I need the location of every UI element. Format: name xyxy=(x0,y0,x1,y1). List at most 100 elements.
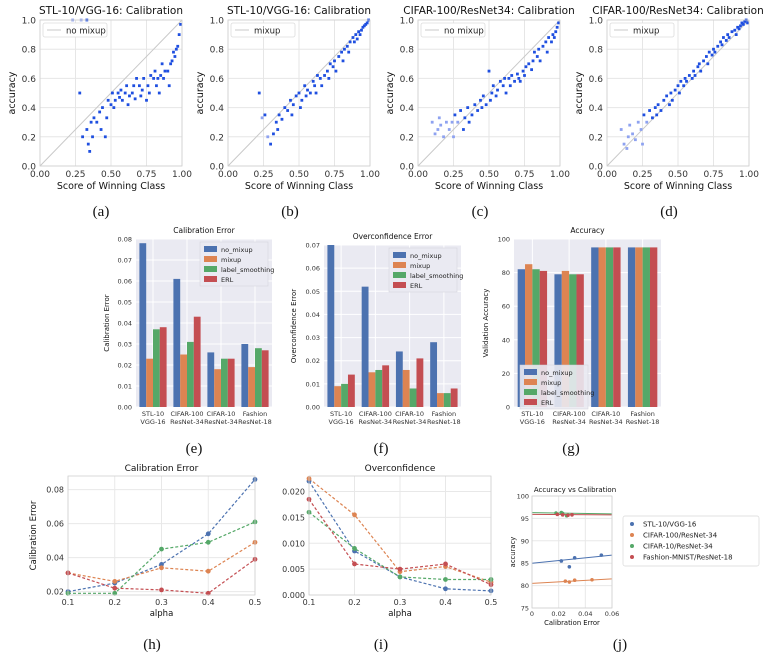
scatter-point xyxy=(678,92,681,95)
legend-label: mixup xyxy=(221,256,241,264)
scatter-point xyxy=(159,74,162,77)
scatter-point xyxy=(357,30,360,33)
scatter-point xyxy=(705,55,708,58)
scatter-point xyxy=(468,121,471,124)
scatter-point xyxy=(634,138,637,141)
legend-marker xyxy=(630,555,634,559)
y-tick-label: 0.2 xyxy=(589,133,603,143)
scatter-point xyxy=(152,77,155,80)
scatter-point xyxy=(688,74,691,77)
y-tick-label: 75 xyxy=(521,605,529,613)
legend-label: ERL xyxy=(221,276,234,284)
scatter-point xyxy=(283,106,286,109)
scatter-point xyxy=(481,106,484,109)
scatter-point xyxy=(547,36,550,39)
scatter-point xyxy=(327,77,330,80)
x-tick-label: 0.25 xyxy=(443,170,463,180)
scatter-point xyxy=(439,124,442,127)
bar xyxy=(382,365,389,407)
y-tick-label: 0.4 xyxy=(400,104,415,114)
scatter-point xyxy=(552,33,555,36)
x-tick-label: ResNet-34 xyxy=(204,418,238,426)
scatter-point xyxy=(643,114,646,117)
chart-title: STL-10/VGG-16: Calibration xyxy=(227,5,371,17)
scatter-point xyxy=(323,74,326,77)
y-tick-label: 0.02 xyxy=(118,362,132,370)
x-tick-label: ResNet-18 xyxy=(427,418,461,426)
series-point xyxy=(159,565,164,570)
legend-swatch xyxy=(393,272,406,278)
scatter-point xyxy=(625,147,628,150)
scatter-point xyxy=(166,70,169,73)
scatter-point xyxy=(561,513,565,517)
scatter-point xyxy=(662,99,665,102)
y-tick-label: 0.04 xyxy=(118,320,132,328)
scatter-point xyxy=(111,92,114,95)
scatter-point xyxy=(645,121,648,124)
x-tick-label: Fashion xyxy=(432,410,457,418)
x-tick-label: CIFAR-100 xyxy=(170,410,203,418)
legend-label: mixup xyxy=(541,379,561,387)
x-tick-label: CIFAR-10 xyxy=(207,410,236,418)
x-tick-label: 0 xyxy=(530,610,534,618)
x-tick-label: 0.00 xyxy=(597,170,617,180)
y-tick-label: 0.02 xyxy=(306,357,320,365)
x-tick-label: 1.00 xyxy=(172,170,192,180)
scatter-point xyxy=(679,80,682,83)
bar xyxy=(153,329,160,407)
scatter-point xyxy=(564,579,568,583)
scatter-point xyxy=(682,84,685,87)
y-axis-label: accuracy xyxy=(7,71,18,114)
scatter-point xyxy=(537,48,540,51)
scatter-point xyxy=(179,23,182,26)
panel-label-a: (a) xyxy=(93,204,110,220)
scatter-point xyxy=(722,36,725,39)
scatter-point xyxy=(627,135,630,138)
y-axis-label: accuracy xyxy=(509,537,517,568)
scatter-point xyxy=(516,73,519,76)
scatter-point xyxy=(107,99,110,102)
y-tick-label: 0.01 xyxy=(118,383,132,391)
scatter-point xyxy=(719,41,722,44)
x-axis-label: Score of Winning Class xyxy=(624,181,732,192)
scatter-point xyxy=(655,114,658,117)
scatter-point xyxy=(104,135,107,138)
scatter-point xyxy=(78,92,81,95)
bar xyxy=(410,388,417,407)
scatter-point xyxy=(316,74,319,77)
y-tick-label: 0.03 xyxy=(118,341,132,349)
scatter-point xyxy=(691,77,694,80)
scatter-point xyxy=(289,99,292,102)
scatter-point xyxy=(161,62,164,65)
scatter-point xyxy=(172,51,175,54)
chart-title: Overconfidence xyxy=(365,464,436,474)
y-tick-label: 0.8 xyxy=(400,46,415,56)
legend-label: no mixup xyxy=(444,27,484,37)
scatter-point xyxy=(725,39,728,42)
y-tick-label: 0.05 xyxy=(306,288,320,296)
scatter-point xyxy=(169,62,172,65)
scatter-point xyxy=(499,80,502,83)
scatter-point xyxy=(120,89,123,92)
legend-label: ERL xyxy=(410,282,423,290)
x-tick-label: 1.00 xyxy=(550,170,570,180)
panel-label-g: (g) xyxy=(562,441,580,457)
y-tick-label: 1.0 xyxy=(400,17,415,27)
y-axis-label: Validation Accuracy xyxy=(482,289,490,358)
series-point xyxy=(159,588,164,593)
y-tick-label: 0.8 xyxy=(22,46,37,56)
x-tick-label: ResNet-34 xyxy=(589,418,623,426)
scatter-point xyxy=(671,99,674,102)
scatter-point xyxy=(306,89,309,92)
legend-label: mixup xyxy=(254,27,280,37)
scatter-point xyxy=(502,84,505,87)
scatter-point xyxy=(295,95,298,98)
y-tick-label: 0.08 xyxy=(118,236,132,244)
series-point xyxy=(443,562,448,567)
scatter-point xyxy=(145,99,148,102)
scatter-point xyxy=(118,96,121,99)
scatter-point xyxy=(590,578,594,582)
bar xyxy=(214,369,221,407)
scatter-point xyxy=(149,74,152,77)
